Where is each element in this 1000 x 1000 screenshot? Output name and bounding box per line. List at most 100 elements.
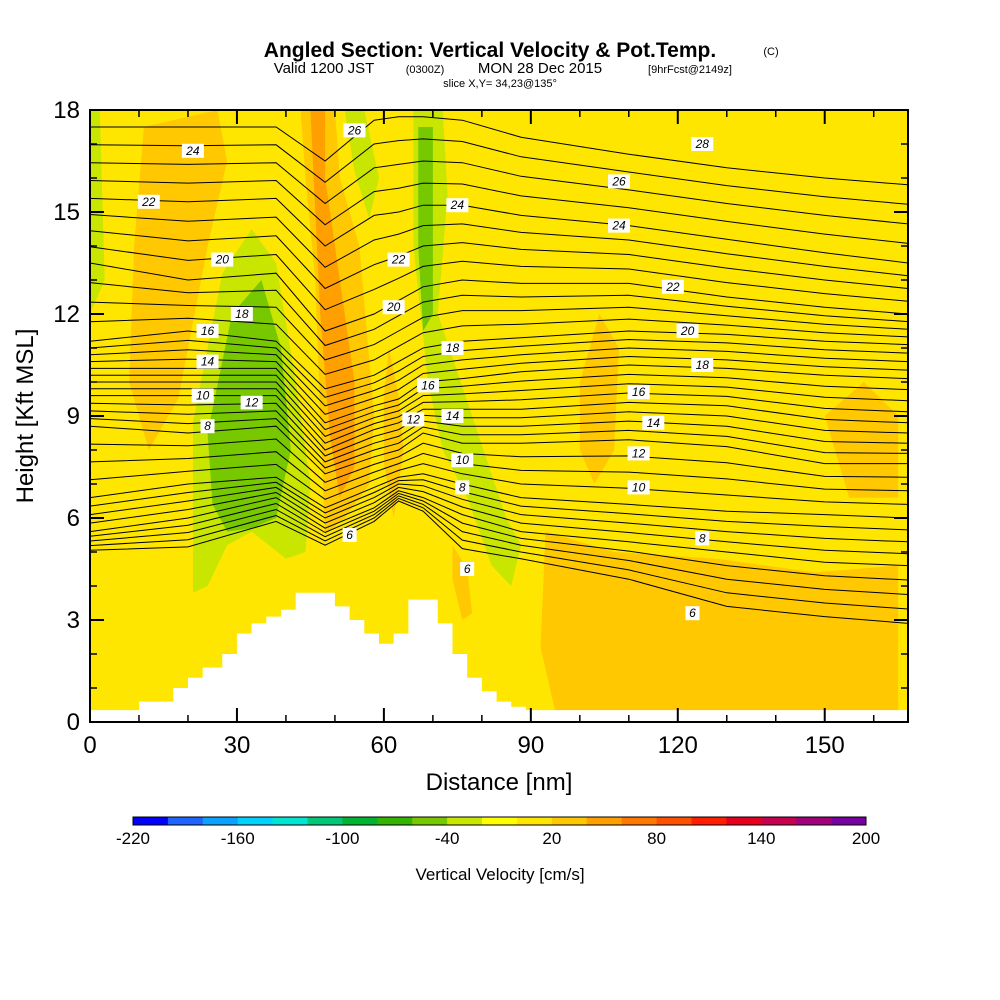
contour-label: 8 [695,531,710,546]
contour-label: 14 [642,415,665,430]
colorbar-swatch [167,817,204,825]
contour-label-text: 26 [347,123,362,137]
x-tick-label: 0 [83,732,96,759]
colorbar-swatch [761,817,797,825]
theta-contour [90,425,908,475]
contour-label-text: 24 [611,219,626,233]
colorbar-tick-label: -160 [221,829,255,848]
colorbar-swatch [202,817,239,825]
theta-contour [90,355,908,415]
colorbar-swatch [412,817,448,825]
theta-contour [90,395,908,451]
theta-contour [90,463,908,505]
contour-label-text: 24 [185,144,200,158]
contour-label-text: 18 [696,358,710,372]
contour-label-text: 16 [632,385,646,399]
velocity-region-4 [418,127,433,331]
contour-label-text: 8 [459,480,466,494]
contour-label: 10 [627,480,650,495]
contour-label-text: 8 [204,419,211,433]
contour-label: 16 [196,324,219,338]
y-axis: 0 3 6 9 12 15 18 [53,97,908,736]
colorbar-swatch [237,817,273,825]
theta-contour [90,282,908,347]
contour-label: 16 [627,385,650,400]
x-tick-label: 60 [371,732,398,759]
x-axis-title: Distance [nm] [426,769,573,796]
colorbar-swatch [691,817,727,825]
colorbar-swatch [272,817,308,825]
theta-contour [90,418,908,469]
contour-label: 6 [342,528,357,542]
theta-contour [90,438,908,483]
x-tick-label: 30 [224,732,251,759]
colorbar-swatch [482,817,518,825]
theta-contour [90,381,908,437]
contour-label: 26 [343,123,366,138]
colorbar-swatch [621,817,657,825]
colorbar-tick-label: -40 [435,829,460,848]
colorbar-swatch [377,817,413,825]
contour-label-text: 28 [695,137,710,151]
contour-label-text: 6 [346,528,353,542]
title-unit: (C) [763,46,778,58]
theta-contour [90,347,908,407]
colorbar-tick-label: 20 [542,829,561,848]
colorbar-tick-label: 140 [747,829,775,848]
theta-contour [90,330,908,390]
colorbar-swatch [586,817,622,825]
contour-label-text: 12 [245,395,259,409]
contour-label-text: 20 [215,253,230,267]
contour-label: 12 [240,395,263,410]
theta-contour [90,479,908,531]
theta-contour [90,451,908,492]
contour-label: 24 [181,143,204,158]
contour-label-text: 12 [632,446,646,460]
theta-contour [90,179,908,244]
theta-contour [90,473,908,519]
theta-contour [90,301,908,361]
theta-contour [90,388,908,444]
title-main: Angled Section: Vertical Velocity & Pot.… [264,39,716,62]
velocity-region-10 [452,545,473,620]
contour-label-text: 6 [464,562,471,576]
y-tick-label: 0 [67,709,80,736]
contour-label-text: 10 [632,480,646,494]
theta-contour [90,497,908,610]
subtitle-forecast: [9hrFcst@2149z] [648,64,732,76]
theta-contour [90,214,908,277]
contour-labels: 6 6 6 8 8 8 10 10 10 12 12 12 14 14 14 16 16 16 18 18 18 20 20… [137,123,714,621]
contour-label: 12 [402,412,425,427]
chart-title: Angled Section: Vertical Velocity & Pot.… [264,39,779,62]
contour-label: 8 [200,419,215,434]
contour-label-text: 14 [201,355,215,369]
colorbar-swatch [516,817,553,825]
contour-label-text: 20 [386,300,401,314]
contour-label: 14 [196,354,219,369]
contour-label: 22 [387,252,410,267]
contour-label-text: 22 [665,280,680,294]
y-tick-label: 3 [67,607,80,634]
contour-label: 22 [661,279,684,294]
contour-label: 20 [382,300,405,315]
contour-label: 18 [691,358,714,372]
contour-label-text: 6 [689,606,696,620]
y-axis-title: Height [Kft MSL] [12,329,39,504]
y-tick-label: 6 [67,505,80,532]
velocity-region-3 [413,110,521,586]
contour-label: 10 [451,453,474,468]
velocity-region-9 [383,348,404,518]
x-tick-label: 150 [805,732,845,759]
contour-label-text: 12 [407,412,421,426]
theta-contour [90,490,908,567]
contour-label-text: 8 [699,531,706,545]
x-tick-label: 90 [517,732,544,759]
contour-label-text: 22 [141,195,156,209]
subtitle-slice: slice X,Y= 34,23@135° [443,78,557,90]
y-tick-label: 12 [53,301,80,328]
colorbar-tick-label: 200 [852,829,880,848]
chart-subtitle: Valid 1200 JST (0300Z) MON 28 Dec 2015 [… [274,60,732,90]
contour-label: 24 [608,218,631,233]
colorbar-swatch [656,817,692,825]
